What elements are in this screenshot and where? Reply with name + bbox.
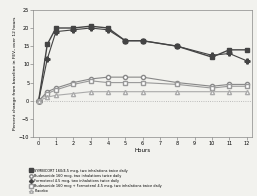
Y-axis label: Percent change from baseline in FEV₁ over 12 hours: Percent change from baseline in FEV₁ ove… (13, 17, 17, 130)
Legend: SYMBICORT 160/4.5 mcg, two inhalations twice daily, Budesonide 160 mcg, two inha: SYMBICORT 160/4.5 mcg, two inhalations t… (27, 167, 163, 194)
X-axis label: Hours: Hours (135, 148, 151, 153)
